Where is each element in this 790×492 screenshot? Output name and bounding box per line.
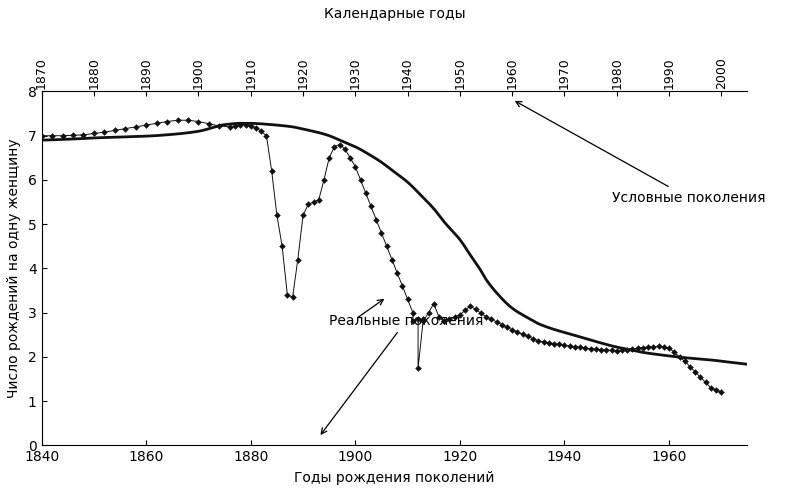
- Text: Реальные поколения: Реальные поколения: [322, 313, 483, 434]
- X-axis label: Календарные годы: Календарные годы: [324, 7, 465, 21]
- X-axis label: Годы рождения поколений: Годы рождения поколений: [295, 471, 495, 485]
- Text: Условные поколения: Условные поколения: [516, 101, 765, 205]
- Y-axis label: Число рождений на одну женщину: Число рождений на одну женщину: [7, 139, 21, 398]
